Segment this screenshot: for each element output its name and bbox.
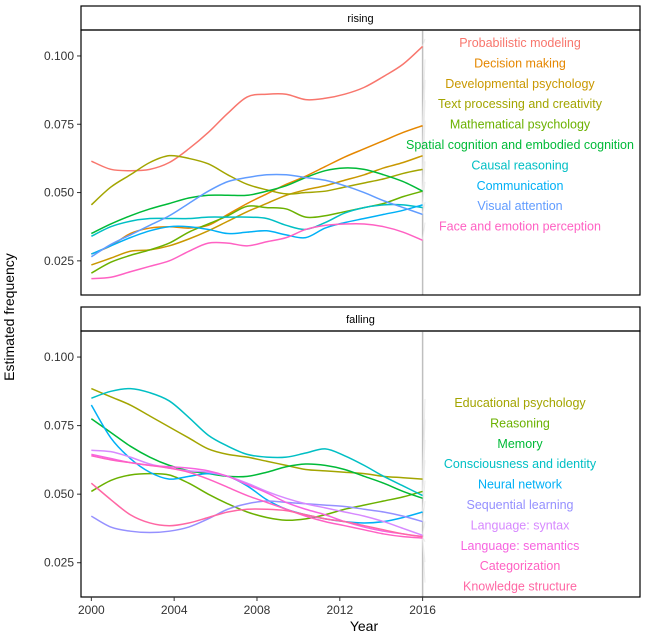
y-tick-label: 0.075 — [44, 117, 74, 131]
leader-line — [422, 140, 426, 192]
series-line-consciousness-and-identity — [91, 387, 423, 497]
leader-line — [422, 480, 426, 513]
strip-title: falling — [346, 314, 375, 326]
leader-line — [422, 181, 426, 205]
strip-title: rising — [347, 13, 373, 25]
leader-line — [422, 460, 426, 496]
series-label-visual-attention: Visual attention — [477, 199, 562, 213]
series-line-sequential-learning — [90, 500, 423, 534]
series-label-communication: Communication — [477, 179, 564, 193]
leader-line — [422, 500, 426, 522]
x-tick-label: 2004 — [161, 603, 188, 617]
series-label-consciousness-and-identity: Consciousness and identity — [444, 457, 597, 471]
series-label-sequential-learning: Sequential learning — [466, 498, 573, 512]
y-tick-label: 0.025 — [44, 254, 74, 268]
series-line-visual-attention — [90, 173, 423, 258]
x-axis-title: Year — [350, 618, 379, 634]
series-label-reasoning: Reasoning — [490, 416, 550, 430]
series-line-communication — [91, 204, 423, 255]
leader-line — [422, 100, 426, 170]
y-axis-title: Estimated frequency — [1, 253, 17, 381]
series-line-categorization — [91, 455, 423, 539]
y-tick-label: 0.100 — [44, 49, 74, 63]
series-line-educational-psychology — [91, 387, 423, 480]
series-line-mathematical-psychology — [90, 190, 423, 274]
strip-falling — [80, 306, 641, 332]
leader-line — [422, 222, 426, 241]
series-label-spatial-cognition-and-embodied-cognition: Spatial cognition and embodied cognition — [406, 138, 634, 152]
leader-line — [422, 536, 426, 583]
series-label-neural-network: Neural network — [478, 478, 563, 492]
series-line-reasoning — [90, 472, 423, 522]
series-line-spatial-cognition-and-embodied-cognition — [91, 167, 423, 235]
series-line-decision-making — [91, 124, 423, 255]
series-label-mathematical-psychology: Mathematical psychology — [450, 118, 591, 132]
series-line-face-and-emotion-perception — [91, 222, 423, 280]
series-line-language-syntax — [91, 449, 423, 537]
series-label-language-syntax: Language: syntax — [471, 518, 570, 532]
series-label-categorization: Categorization — [480, 559, 561, 573]
series-label-causal-reasoning: Causal reasoning — [471, 158, 568, 172]
leader-line — [422, 521, 426, 536]
series-label-knowledge-structure: Knowledge structure — [463, 580, 577, 594]
y-tick-label: 0.050 — [44, 487, 74, 501]
y-tick-label: 0.100 — [44, 350, 74, 364]
series-line-causal-reasoning — [91, 203, 423, 237]
x-axis: 2000 2004 2008 2012 2016 — [78, 597, 436, 617]
y-tick-label: 0.050 — [44, 186, 74, 200]
panel-rising: rising 0.025 0.050 0.075 0.100 Probabilistic … — [44, 5, 641, 296]
panel-falling: falling 0.025 0.050 0.075 0.100 Educational p… — [44, 306, 641, 598]
panel-border — [80, 330, 641, 598]
series-label-text-processing-and-creativity: Text processing and creativity — [438, 97, 603, 111]
x-tick-label: 2016 — [409, 603, 436, 617]
x-tick-label: 2000 — [78, 603, 105, 617]
y-tick-label: 0.025 — [44, 556, 74, 570]
panel-border — [80, 29, 641, 296]
series-label-language-semantics: Language: semantics — [461, 539, 580, 553]
leader-line — [422, 202, 426, 215]
x-tick-label: 2012 — [326, 603, 353, 617]
series-label-probabilistic-modeling: Probabilistic modeling — [459, 36, 581, 50]
series-line-knowledge-structure — [90, 482, 423, 538]
series-line-text-processing-and-creativity — [90, 154, 423, 206]
series-label-face-and-emotion-perception: Face and emotion perception — [439, 220, 601, 234]
leader-line — [422, 59, 426, 126]
series-label-developmental-psychology: Developmental psychology — [445, 77, 595, 91]
strip-rising — [80, 5, 641, 31]
leader-line — [422, 79, 426, 156]
series-label-decision-making: Decision making — [474, 56, 566, 70]
series-label-educational-psychology: Educational psychology — [454, 396, 586, 410]
x-tick-label: 2008 — [244, 603, 271, 617]
y-tick-label: 0.075 — [44, 419, 74, 433]
series-line-memory — [90, 418, 423, 499]
series-label-memory: Memory — [497, 437, 543, 451]
leader-line — [422, 38, 426, 47]
series-line-neural-network — [90, 404, 423, 524]
series-line-probabilistic-modeling — [91, 45, 424, 172]
